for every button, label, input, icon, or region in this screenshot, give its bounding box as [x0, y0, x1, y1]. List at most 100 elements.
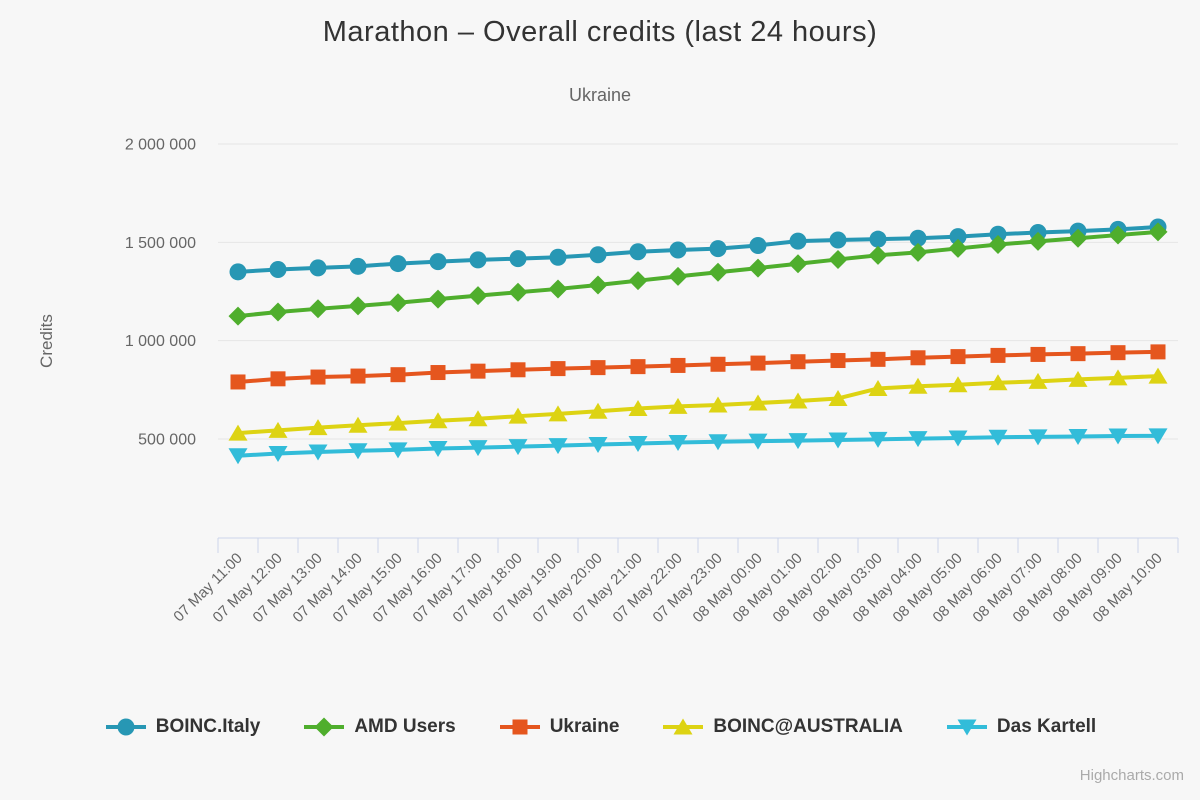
- data-point-marker[interactable]: [869, 230, 887, 248]
- data-point-marker[interactable]: [509, 250, 527, 268]
- data-point-marker[interactable]: [788, 433, 808, 450]
- data-point-marker[interactable]: [588, 402, 608, 419]
- legend-item-das-kartell[interactable]: Das Kartell: [945, 716, 1096, 738]
- data-point-marker[interactable]: [268, 302, 288, 322]
- data-point-marker[interactable]: [1068, 228, 1088, 248]
- data-point-marker[interactable]: [948, 376, 968, 393]
- data-point-marker[interactable]: [388, 442, 408, 459]
- legend-item-ukraine[interactable]: Ukraine: [498, 716, 619, 738]
- data-point-marker[interactable]: [309, 259, 327, 277]
- data-point-marker[interactable]: [1070, 346, 1086, 362]
- data-point-marker[interactable]: [430, 365, 446, 381]
- data-point-marker[interactable]: [948, 238, 968, 258]
- data-point-marker[interactable]: [789, 232, 807, 250]
- data-point-marker[interactable]: [870, 351, 886, 367]
- data-point-marker[interactable]: [989, 225, 1007, 243]
- data-point-marker[interactable]: [948, 430, 968, 447]
- data-point-marker[interactable]: [748, 433, 768, 450]
- data-point-marker[interactable]: [268, 421, 288, 438]
- data-point-marker[interactable]: [228, 306, 248, 326]
- data-point-marker[interactable]: [548, 279, 568, 299]
- data-point-marker[interactable]: [268, 446, 288, 463]
- data-point-marker[interactable]: [748, 394, 768, 411]
- data-point-marker[interactable]: [1030, 346, 1046, 362]
- data-point-marker[interactable]: [428, 412, 448, 429]
- data-point-marker[interactable]: [308, 419, 328, 436]
- data-point-marker[interactable]: [588, 437, 608, 454]
- data-point-marker[interactable]: [269, 260, 287, 278]
- data-point-marker[interactable]: [628, 436, 648, 453]
- data-point-marker[interactable]: [668, 397, 688, 414]
- data-point-marker[interactable]: [588, 275, 608, 295]
- data-point-marker[interactable]: [908, 431, 928, 448]
- data-point-marker[interactable]: [348, 443, 368, 460]
- data-point-marker[interactable]: [550, 361, 566, 377]
- data-point-marker[interactable]: [1108, 225, 1128, 245]
- data-point-marker[interactable]: [508, 439, 528, 456]
- data-point-marker[interactable]: [1150, 344, 1166, 360]
- data-point-marker[interactable]: [909, 229, 927, 247]
- data-point-marker[interactable]: [548, 405, 568, 422]
- data-point-marker[interactable]: [310, 369, 326, 385]
- data-point-marker[interactable]: [348, 296, 368, 316]
- data-point-marker[interactable]: [589, 246, 607, 264]
- data-point-marker[interactable]: [749, 236, 767, 254]
- data-point-marker[interactable]: [950, 349, 966, 365]
- data-point-marker[interactable]: [390, 367, 406, 383]
- data-point-marker[interactable]: [388, 414, 408, 431]
- data-point-marker[interactable]: [428, 440, 448, 457]
- data-point-marker[interactable]: [349, 257, 367, 275]
- legend-item-boinc-italy[interactable]: BOINC.Italy: [104, 716, 260, 738]
- data-point-marker[interactable]: [590, 360, 606, 376]
- data-point-marker[interactable]: [228, 448, 248, 465]
- data-point-marker[interactable]: [308, 299, 328, 319]
- data-point-marker[interactable]: [1108, 369, 1128, 386]
- data-point-marker[interactable]: [469, 251, 487, 269]
- data-point-marker[interactable]: [470, 363, 486, 379]
- data-point-marker[interactable]: [468, 440, 488, 457]
- data-point-marker[interactable]: [668, 435, 688, 452]
- data-point-marker[interactable]: [228, 424, 248, 441]
- data-point-marker[interactable]: [788, 254, 808, 274]
- data-point-marker[interactable]: [628, 271, 648, 291]
- legend-item-boinc-australia[interactable]: BOINC@AUSTRALIA: [661, 716, 903, 738]
- data-point-marker[interactable]: [708, 434, 728, 451]
- data-point-marker[interactable]: [350, 368, 366, 384]
- data-point-marker[interactable]: [1110, 345, 1126, 361]
- data-point-marker[interactable]: [709, 240, 727, 258]
- data-point-marker[interactable]: [1148, 222, 1168, 242]
- legend-item-amd-users[interactable]: AMD Users: [302, 716, 456, 738]
- data-point-marker[interactable]: [628, 400, 648, 417]
- data-point-marker[interactable]: [549, 248, 567, 266]
- data-point-marker[interactable]: [510, 362, 526, 378]
- data-point-marker[interactable]: [468, 286, 488, 306]
- data-point-marker[interactable]: [710, 356, 726, 372]
- data-point-marker[interactable]: [829, 231, 847, 249]
- data-point-marker[interactable]: [830, 353, 846, 369]
- data-point-marker[interactable]: [548, 438, 568, 455]
- data-point-marker[interactable]: [1028, 231, 1048, 251]
- data-point-marker[interactable]: [348, 416, 368, 433]
- data-point-marker[interactable]: [508, 407, 528, 424]
- data-point-marker[interactable]: [630, 359, 646, 375]
- data-point-marker[interactable]: [1148, 367, 1168, 384]
- data-point-marker[interactable]: [828, 432, 848, 449]
- data-point-marker[interactable]: [748, 258, 768, 278]
- data-point-marker[interactable]: [708, 262, 728, 282]
- data-point-marker[interactable]: [949, 228, 967, 246]
- data-point-marker[interactable]: [670, 357, 686, 373]
- credits-link[interactable]: Highcharts.com: [1079, 767, 1184, 784]
- data-point-marker[interactable]: [428, 289, 448, 309]
- data-point-marker[interactable]: [429, 253, 447, 271]
- data-point-marker[interactable]: [389, 255, 407, 273]
- data-point-marker[interactable]: [1148, 428, 1168, 445]
- data-point-marker[interactable]: [990, 347, 1006, 363]
- data-point-marker[interactable]: [910, 350, 926, 366]
- data-point-marker[interactable]: [788, 392, 808, 409]
- data-point-marker[interactable]: [868, 431, 888, 448]
- data-point-marker[interactable]: [230, 374, 246, 390]
- data-point-marker[interactable]: [828, 389, 848, 406]
- data-point-marker[interactable]: [508, 282, 528, 302]
- data-point-marker[interactable]: [750, 355, 766, 371]
- data-point-marker[interactable]: [468, 410, 488, 427]
